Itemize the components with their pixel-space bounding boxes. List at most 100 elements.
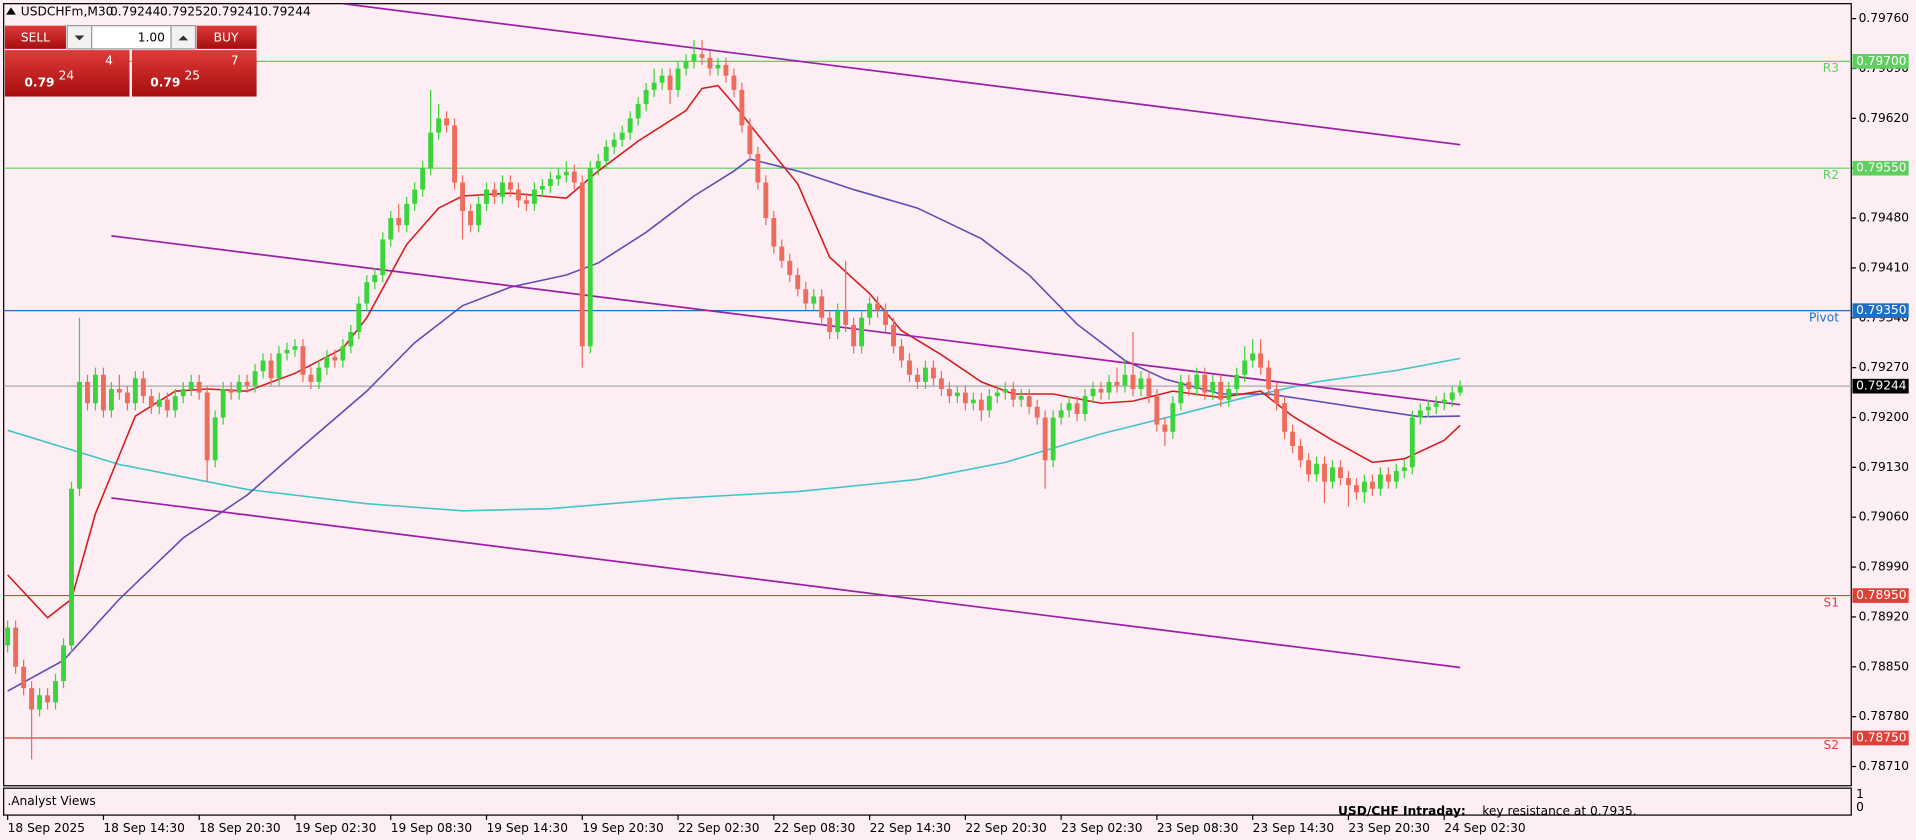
x-tick-label: 24 Sep 02:30: [1444, 821, 1525, 835]
candle-body: [978, 399, 984, 411]
candle-body: [571, 171, 577, 183]
x-tick-label: 23 Sep 02:30: [1061, 821, 1142, 835]
x-tick-label: 23 Sep 14:30: [1253, 821, 1334, 835]
candle-body: [946, 389, 952, 397]
x-tick-label: 18 Sep 2025: [8, 821, 85, 835]
candle-body: [667, 75, 673, 90]
y-tick-label: 0.79130: [1859, 460, 1909, 474]
trend-line: [111, 497, 1461, 669]
candle-body: [436, 118, 442, 133]
candle-body: [643, 89, 649, 105]
candle-body: [124, 392, 130, 404]
candle-body: [1425, 406, 1431, 411]
candle-body: [228, 389, 234, 393]
x-tick-label: 22 Sep 08:30: [774, 821, 855, 835]
candle-body: [116, 389, 122, 393]
ask-main: 25: [185, 68, 201, 82]
candle-body: [484, 189, 489, 204]
level-price-box: [1852, 303, 1909, 318]
level-price-label: 0.79700: [1856, 54, 1906, 68]
candle-body: [803, 289, 809, 304]
x-tick-label: 18 Sep 20:30: [199, 821, 280, 835]
level-price-label: 0.79550: [1856, 161, 1906, 175]
candle-body: [1066, 403, 1072, 411]
candle-body: [1409, 417, 1415, 468]
candle-body: [587, 168, 593, 347]
candle-body: [523, 200, 529, 204]
buy-button[interactable]: [196, 25, 257, 49]
candle-body: [1050, 417, 1056, 461]
y-tick-label: 0.79270: [1859, 360, 1909, 374]
candle-body: [635, 104, 641, 119]
candle-body: [156, 399, 162, 407]
candle-body: [332, 356, 338, 361]
candle-body: [188, 381, 194, 390]
candle-body: [468, 210, 473, 226]
analyst-text: key resistance at 0.7935.: [1482, 804, 1636, 818]
sell-button[interactable]: [4, 25, 66, 49]
candle-body: [140, 378, 146, 397]
x-tick-label: 19 Sep 08:30: [391, 821, 472, 835]
candle-body: [1314, 463, 1319, 475]
quote-high: 0.79252: [160, 5, 210, 19]
candle-body: [611, 139, 617, 147]
level-price-box: [1852, 730, 1909, 746]
candle-body: [1154, 396, 1160, 425]
y-tick-label: 0.79410: [1859, 260, 1909, 274]
candle-body: [77, 381, 82, 489]
candle-body: [1401, 467, 1407, 471]
candle-body: [986, 396, 992, 411]
candle-body: [1322, 463, 1327, 482]
y-tick-label: 0.79760: [1859, 11, 1909, 25]
candle-body: [795, 275, 801, 290]
candle-body: [69, 488, 74, 646]
candle-body: [108, 389, 114, 411]
y-tick-label: 0.78990: [1859, 560, 1909, 574]
candle-body: [1114, 381, 1120, 386]
candle-body: [212, 417, 218, 461]
x-tick-label: 19 Sep 02:30: [295, 821, 376, 835]
candle-body: [1393, 470, 1399, 482]
buy-price-box[interactable]: [131, 50, 257, 97]
candle-body: [954, 392, 960, 397]
candle-body: [508, 182, 513, 190]
candle-body: [1345, 478, 1351, 486]
candle-body: [811, 296, 817, 304]
last-price-label: 0.79244: [1856, 379, 1907, 393]
indicator-window: .Analyst Views USD/CHF Intraday: key res…: [7, 794, 1636, 818]
sell-price-box[interactable]: [4, 50, 130, 97]
candle-body: [53, 681, 58, 703]
quote-open: 0.79244: [110, 5, 161, 19]
candle-body: [739, 89, 745, 126]
candle-body: [970, 399, 976, 404]
candle-body: [731, 75, 737, 90]
candle-body: [204, 392, 210, 461]
candle-body: [707, 57, 713, 69]
candle-body: [1074, 403, 1080, 414]
candle-body: [1250, 353, 1256, 361]
volume-value: 1.00: [138, 30, 165, 44]
candle-body: [1090, 389, 1096, 397]
y-tick-label: 0.78850: [1859, 659, 1909, 673]
ask-fraction: 7: [231, 54, 239, 68]
level-price-box: [1852, 588, 1909, 603]
candle-body: [1162, 424, 1168, 432]
plot-area: [3, 3, 1852, 760]
x-tick-label: 19 Sep 20:30: [582, 821, 663, 835]
indicator-tick-label: 1: [1856, 787, 1864, 801]
candle-body: [1042, 417, 1048, 461]
candle-body: [364, 282, 370, 304]
candle-body: [1457, 386, 1463, 393]
candle-body: [1146, 378, 1152, 397]
symbol: USDCHFm,M30: [21, 5, 114, 19]
candle-body: [595, 161, 601, 169]
candle-body: [771, 218, 777, 247]
candle-body: [627, 118, 633, 133]
level-name: R2: [1823, 168, 1839, 182]
sell-label: SELL: [21, 30, 50, 44]
candle-body: [1298, 445, 1304, 461]
candle-body: [763, 182, 769, 219]
candle-body: [651, 82, 657, 90]
x-tick-label: 23 Sep 08:30: [1157, 821, 1238, 835]
candle-body: [547, 178, 553, 187]
